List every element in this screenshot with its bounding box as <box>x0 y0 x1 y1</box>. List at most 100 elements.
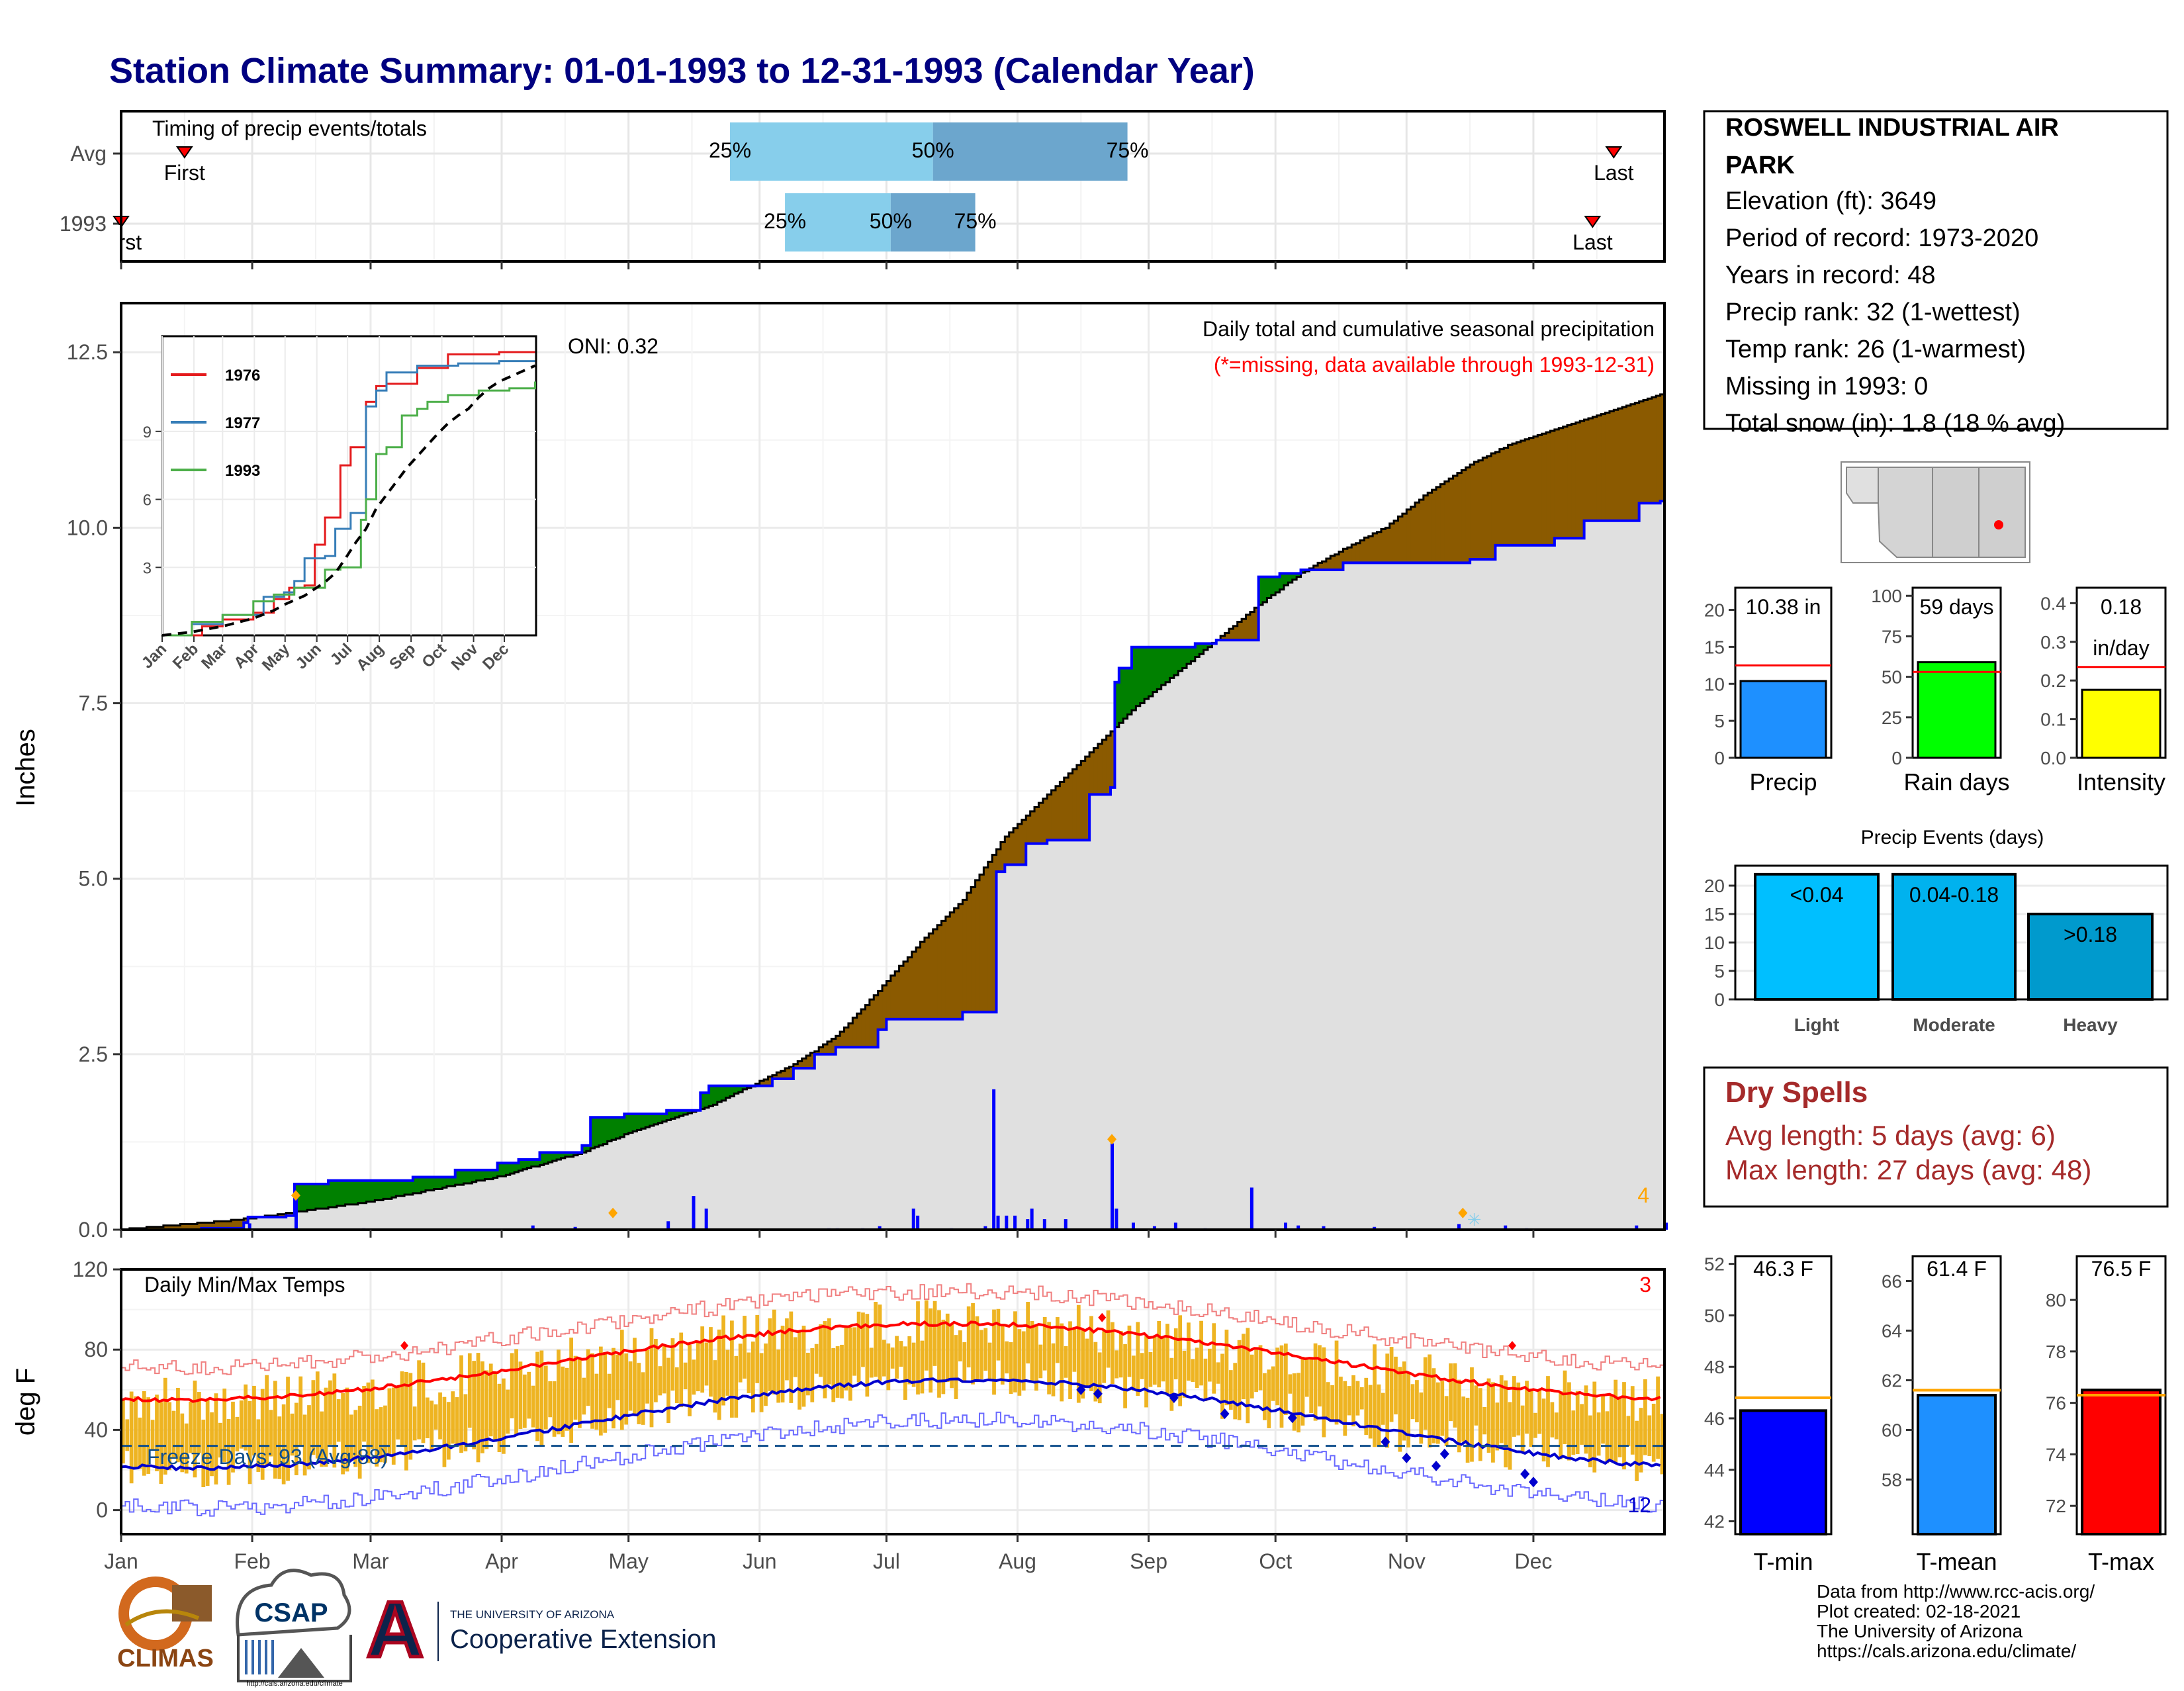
deficit-area <box>1529 437 1534 545</box>
deficit-area <box>1339 551 1344 571</box>
daily-temp-range-bar <box>1482 1406 1487 1435</box>
daily-temp-range-bar <box>1660 1414 1664 1475</box>
daily-temp-range-bar <box>214 1393 218 1485</box>
daily-temp-range-bar <box>1127 1325 1132 1377</box>
summary-label: Rain days <box>1903 768 2009 796</box>
temp-bar-value: 61.4 F <box>1927 1257 1987 1281</box>
daily-temp-range-bar <box>502 1378 506 1454</box>
deficit-area <box>793 1064 798 1069</box>
deficit-area <box>1389 524 1394 563</box>
daily-temp-range-bar <box>1516 1382 1521 1436</box>
deficit-area <box>1457 473 1462 563</box>
deficit-area <box>1364 537 1369 563</box>
surplus-area <box>552 1152 557 1162</box>
deficit-area <box>911 952 917 1019</box>
daily-precip-bar <box>992 1089 996 1230</box>
temp-bar-value: 46.3 F <box>1753 1257 1813 1281</box>
deficit-area <box>776 1072 782 1079</box>
daily-temp-range-bar <box>252 1385 256 1456</box>
csap-logo-text: CSAP <box>254 1598 328 1627</box>
daily-temp-range-bar <box>1596 1412 1601 1456</box>
freeze-days-label: Freeze Days: 93 (Avg:88) <box>147 1445 388 1469</box>
daily-temp-range-bar <box>1118 1331 1123 1378</box>
credit-line: Data from http://www.rcc-acis.org/ <box>1817 1581 2095 1602</box>
station-stat: Years in record: 48 <box>1725 261 1936 289</box>
snow-marker: ✳ <box>1467 1210 1482 1230</box>
station-box <box>1703 110 2169 430</box>
surplus-area <box>514 1163 520 1173</box>
daily-temp-range-bar <box>1520 1405 1525 1453</box>
deficit-area <box>1359 540 1365 563</box>
observed-cumulative-line <box>121 500 1664 1231</box>
credits: Data from http://www.rcc-acis.org/ Plot … <box>1817 1582 2095 1661</box>
deficit-area <box>1639 401 1644 504</box>
timing-q25-label: 25% <box>709 138 751 162</box>
surplus-area <box>446 1177 451 1187</box>
surplus-area <box>341 1180 346 1206</box>
daily-temp-range-bar <box>426 1397 430 1439</box>
daily-temp-range-bar <box>459 1355 463 1453</box>
deficit-area <box>1495 451 1500 545</box>
deficit-area <box>764 1079 769 1086</box>
deficit-area <box>176 1225 181 1230</box>
daily-precip-bar <box>573 1226 577 1230</box>
surplus-area <box>535 1159 541 1167</box>
station-stat: Period of record: 1973-2020 <box>1725 224 2038 252</box>
deficit-area <box>1038 803 1044 844</box>
surplus-area <box>426 1177 430 1191</box>
surplus-area <box>349 1180 354 1205</box>
temp-panel: 0 40 80 120 Jan Feb Mar Apr May Jun Jul Aug Sep Oct No… <box>11 1257 1666 1573</box>
deficit-area <box>1347 547 1352 563</box>
deficit-area <box>1415 502 1420 563</box>
daily-precip-bar <box>1042 1219 1046 1230</box>
timing-q75-label: 75% <box>954 209 997 233</box>
daily-temp-range-bar <box>1220 1353 1224 1419</box>
daily-temp-range-bar <box>1030 1320 1034 1382</box>
daily-temp-range-bar <box>1635 1420 1639 1481</box>
deficit-area <box>1660 394 1665 502</box>
daily-precip-bar <box>1131 1222 1135 1230</box>
deficit-area <box>903 961 908 1019</box>
summary-ytick-label: 10 <box>1704 674 1725 694</box>
deficit-area <box>1482 457 1488 560</box>
surplus-area <box>679 1110 684 1117</box>
deficit-area <box>1449 479 1454 563</box>
temperature-bars: 42 44 46 48 50 52 46.3 F T-min 58 60 62 64 66 61.4 F T… <box>1704 1254 2167 1575</box>
event-bar <box>1754 872 1880 1001</box>
surplus-area <box>641 1114 646 1129</box>
daily-temp-range-bar <box>417 1360 421 1440</box>
daily-temp-range-bar <box>1161 1338 1165 1382</box>
daily-temp-range-bar <box>1428 1354 1432 1448</box>
daily-temp-range-bar <box>1419 1392 1424 1444</box>
daily-temp-range-bar <box>324 1387 328 1467</box>
month-label: Mar <box>352 1549 388 1573</box>
deficit-area <box>1541 434 1547 545</box>
daily-temp-range-bar <box>430 1400 434 1452</box>
deficit-area <box>890 976 895 1019</box>
normal-min-line <box>120 1377 1661 1472</box>
daily-temp-range-bar <box>543 1365 548 1430</box>
summary-ytick-label: 20 <box>1704 600 1725 621</box>
deficit-area <box>1093 748 1099 795</box>
daily-temp-range-bar <box>1512 1376 1516 1437</box>
inset-series-line <box>162 360 535 637</box>
daily-precip-bar <box>1373 1226 1377 1230</box>
daily-temp-range-bar <box>1622 1382 1626 1470</box>
daily-temp-range-bar <box>641 1372 645 1425</box>
record-low-marker <box>1520 1469 1530 1480</box>
daily-temp-range-bar <box>1368 1385 1373 1439</box>
daily-temp-range-bar <box>996 1308 1001 1361</box>
daily-temp-range-bar <box>1605 1411 1610 1463</box>
last-event-marker <box>1605 146 1623 159</box>
surplus-area <box>1136 647 1141 706</box>
daily-temp-range-bar <box>379 1407 383 1463</box>
deficit-area <box>1643 400 1649 504</box>
surplus-area <box>510 1163 515 1174</box>
surplus-area <box>1263 576 1268 602</box>
surplus-area <box>1127 668 1132 715</box>
daily-temp-range-bar <box>793 1337 797 1377</box>
daily-temp-range-bar <box>1228 1370 1233 1410</box>
daily-temp-range-bar <box>438 1392 442 1440</box>
deficit-area <box>941 921 946 1019</box>
record-low-marker <box>1381 1436 1390 1447</box>
